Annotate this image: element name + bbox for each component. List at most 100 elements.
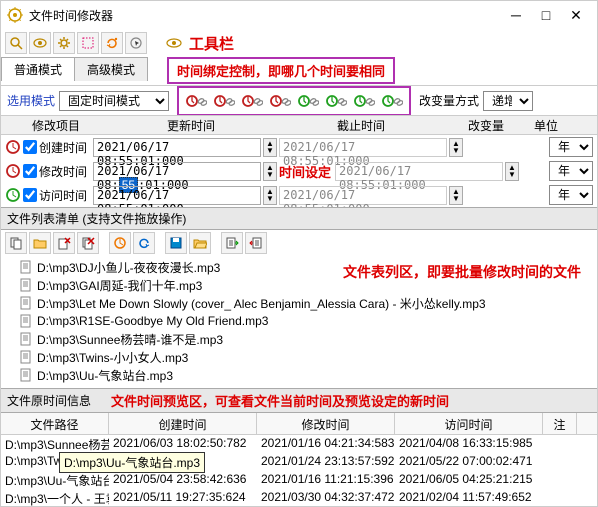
mode-label: 选用模式: [7, 92, 55, 109]
unit-select[interactable]: 年: [549, 185, 593, 205]
preview-header: 文件原时间信息: [7, 392, 91, 409]
col-accessed[interactable]: 访问时间: [395, 413, 543, 434]
cell-modified: 2021/01/16 04:21:34:583: [257, 435, 395, 453]
file-icon: [19, 278, 33, 292]
file-path: D:\mp3\Twins-小小女人.mp3: [37, 349, 188, 366]
time-label: 创建时间: [39, 139, 91, 156]
cell-note: [543, 489, 577, 506]
remove-icon[interactable]: [53, 232, 75, 254]
refresh-icon[interactable]: [101, 32, 123, 54]
file-path: D:\mp3\R1SE-Goodbye My Old Friend.mp3: [37, 314, 268, 328]
preview-grid: 文件路径 创建时间 修改时间 访问时间 注 D:\mp3\Sunnee杨芸 20…: [1, 413, 597, 506]
grid-row[interactable]: D:\mp3\Uu-气象站台 2021/05/04 23:58:42:636 2…: [1, 471, 597, 489]
file-item[interactable]: D:\mp3\Sunnee杨芸晴-谁不是.mp3: [5, 330, 593, 348]
bind-icon-group: [177, 86, 411, 116]
spinner[interactable]: ▲▼: [263, 162, 277, 181]
change-select[interactable]: 递增: [483, 91, 533, 111]
grid-row[interactable]: D:\mp3\Sunnee杨芸 2021/06/03 18:02:50:782 …: [1, 435, 597, 453]
folder-icon[interactable]: [29, 232, 51, 254]
cell-modified: 2021/01/16 11:21:15:396: [257, 471, 395, 489]
cell-path: D:\mp3\Uu-气象站台: [1, 471, 109, 489]
spinner[interactable]: ▲▼: [449, 186, 463, 205]
cell-note: [543, 471, 577, 489]
cell-accessed: 2021/05/22 07:00:02:471: [395, 453, 543, 471]
cell-path: D:\mp3\一个人 - 王袁: [1, 489, 109, 506]
col-note[interactable]: 注: [543, 413, 577, 434]
copy-icon[interactable]: [5, 232, 27, 254]
apply-icon[interactable]: [109, 232, 131, 254]
file-icon: [19, 260, 33, 274]
spinner[interactable]: ▲▼: [263, 138, 277, 157]
file-icon: [19, 368, 33, 382]
bind-icon-4[interactable]: [295, 90, 321, 112]
bind-icon-3[interactable]: [267, 90, 293, 112]
enable-checkbox[interactable]: [23, 140, 37, 154]
time-label: 访问时间: [39, 187, 91, 204]
open-icon[interactable]: [189, 232, 211, 254]
export-icon[interactable]: [221, 232, 243, 254]
close-button[interactable]: ✕: [561, 7, 591, 24]
bind-icon-6[interactable]: [351, 90, 377, 112]
spinner[interactable]: ▲▼: [449, 138, 463, 157]
unit-select[interactable]: 年: [549, 137, 593, 157]
tab-advanced[interactable]: 高级模式: [74, 57, 148, 81]
col-path[interactable]: 文件路径: [1, 413, 109, 434]
cell-created: 2021/05/11 19:27:35:624: [109, 489, 257, 506]
select-icon[interactable]: [77, 32, 99, 54]
path-tooltip: D:\mp3\Uu-气象站台.mp3: [59, 453, 109, 471]
clear-icon[interactable]: [77, 232, 99, 254]
enable-checkbox[interactable]: [23, 164, 37, 178]
hdr-item: 修改项目: [1, 117, 111, 134]
bind-icon-0[interactable]: [183, 90, 209, 112]
file-item[interactable]: D:\mp3\Uu-气象站台.mp3: [5, 366, 593, 384]
datetime-input[interactable]: 2021/06/17 08:55:01:000: [93, 138, 261, 157]
file-list[interactable]: 文件表列区，即要批量修改时间的文件 D:\mp3\DJ小鱼儿-夜夜夜漫长.mp3…: [1, 256, 597, 388]
datetime-disabled: 2021/06/17 08:55:01:000: [279, 138, 447, 157]
time-setting-annotation: 时间设定: [279, 162, 331, 181]
file-path: D:\mp3\Let Me Down Slowly (cover_ Alec B…: [37, 295, 486, 312]
time-label: 修改时间: [39, 163, 91, 180]
titlebar: 文件时间修改器 ─ □ ✕: [1, 1, 597, 29]
eye-icon[interactable]: [29, 32, 51, 54]
grid-row[interactable]: D:\mp3\TwD:\mp3\Uu-气象站台.mp3 41:01:280 20…: [1, 453, 597, 471]
bind-icon-7[interactable]: [379, 90, 405, 112]
filelist-annotation: 文件表列区，即要批量修改时间的文件: [343, 262, 581, 282]
spinner[interactable]: ▲▼: [263, 186, 277, 205]
datetime-input[interactable]: 2021/06/17 08:55:01:000: [93, 162, 261, 181]
tab-normal[interactable]: 普通模式: [1, 57, 75, 81]
file-toolbar: [1, 230, 597, 256]
unit-select[interactable]: 年: [549, 161, 593, 181]
col-modified[interactable]: 修改时间: [257, 413, 395, 434]
eye-icon-2[interactable]: [163, 32, 185, 54]
export2-icon[interactable]: [245, 232, 267, 254]
datetime-disabled: 2021/06/17 08:55:01:000: [279, 186, 447, 205]
spinner[interactable]: ▲▼: [505, 162, 519, 181]
maximize-button[interactable]: □: [531, 7, 561, 23]
hdr-delta: 改变量: [451, 117, 521, 134]
gear-icon[interactable]: [53, 32, 75, 54]
grid-row[interactable]: D:\mp3\一个人 - 王袁 2021/05/11 19:27:35:624 …: [1, 489, 597, 506]
window-title: 文件时间修改器: [29, 7, 501, 24]
hdr-unit: 单位: [521, 117, 571, 134]
file-item[interactable]: D:\mp3\R1SE-Goodbye My Old Friend.mp3: [5, 312, 593, 330]
hdr-update: 更新时间: [111, 117, 271, 134]
minimize-button[interactable]: ─: [501, 7, 531, 23]
bind-icon-2[interactable]: [239, 90, 265, 112]
col-created[interactable]: 创建时间: [109, 413, 257, 434]
file-item[interactable]: D:\mp3\Let Me Down Slowly (cover_ Alec B…: [5, 294, 593, 312]
undo-icon[interactable]: [133, 232, 155, 254]
save-icon[interactable]: [165, 232, 187, 254]
cell-modified: 2021/01/24 23:13:57:592: [257, 453, 395, 471]
bind-icon-1[interactable]: [211, 90, 237, 112]
bind-icon-5[interactable]: [323, 90, 349, 112]
search-icon[interactable]: [5, 32, 27, 54]
file-item[interactable]: D:\mp3\Twins-小小女人.mp3: [5, 348, 593, 366]
mode-select[interactable]: 固定时间模式: [59, 91, 169, 111]
time-row-2: 访问时间 2021/06/17 08:55:01:000 ▲▼ 2021/06/…: [1, 183, 597, 207]
enable-checkbox[interactable]: [23, 188, 37, 202]
cursor-icon[interactable]: [125, 32, 147, 54]
datetime-input[interactable]: 2021/06/17 08:55:01:000: [93, 186, 261, 205]
cell-note: [543, 435, 577, 453]
grid-header: 文件路径 创建时间 修改时间 访问时间 注: [1, 413, 597, 435]
bind-annotation: 时间绑定控制，即哪几个时间要相同: [167, 57, 395, 84]
